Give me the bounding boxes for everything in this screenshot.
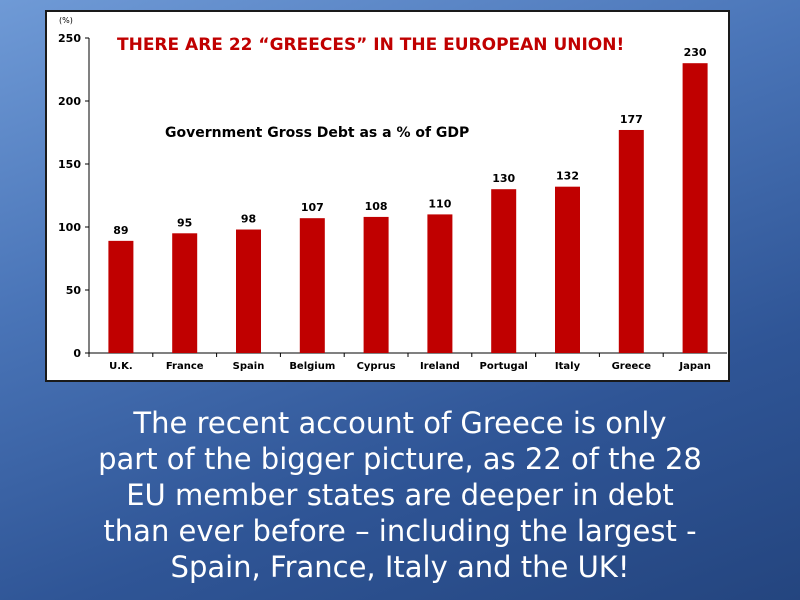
- data-label: 110: [428, 197, 451, 210]
- y-tick-label: 150: [58, 158, 81, 171]
- y-tick-label: 200: [58, 95, 81, 108]
- bar-greece: [618, 129, 644, 353]
- bar-chart: 0 50 100 150 200 250 89 U.K. 95 France 98 Spain 107 B…: [58, 32, 727, 372]
- bar-italy: [555, 186, 580, 353]
- chart-subtitle: Government Gross Debt as a % of GDP: [165, 125, 470, 141]
- x-tick-label: Spain: [233, 361, 265, 372]
- bar-spain: [236, 229, 261, 353]
- x-tick-label: France: [166, 361, 204, 372]
- caption-line: EU member states are deeper in debt: [126, 478, 674, 512]
- y-tick-label: 50: [66, 284, 82, 297]
- bar-uk: [108, 240, 134, 353]
- x-tick-label: Belgium: [289, 361, 335, 372]
- data-label: 132: [556, 170, 579, 183]
- bar-ireland: [427, 214, 453, 353]
- bar-japan: [682, 63, 708, 353]
- data-label: 98: [241, 213, 256, 226]
- bar-belgium: [299, 218, 325, 353]
- bar-cyprus: [363, 216, 389, 353]
- x-tick-label: Portugal: [480, 361, 528, 372]
- chart-title: THERE ARE 22 “GREECES” IN THE EUROPEAN U…: [117, 35, 625, 55]
- x-tick-label: Italy: [555, 361, 581, 372]
- data-label: 130: [492, 172, 515, 185]
- data-label: 230: [684, 46, 707, 59]
- slide-caption: The recent account of Greece is only par…: [40, 405, 760, 585]
- x-tick-label: U.K.: [109, 361, 132, 372]
- bar-portugal: [491, 189, 517, 353]
- caption-line: Spain, France, Italy and the UK!: [170, 550, 630, 584]
- data-label: 107: [301, 201, 324, 214]
- data-label: 108: [365, 200, 388, 213]
- caption-line: than ever before – including the largest…: [103, 514, 697, 548]
- x-tick-label: Cyprus: [357, 361, 396, 372]
- x-tick-label: Japan: [678, 361, 711, 372]
- y-tick-label: 0: [73, 347, 81, 360]
- y-tick-label: 100: [58, 221, 81, 234]
- caption-line: part of the bigger picture, as 22 of the…: [98, 442, 702, 476]
- caption-line: The recent account of Greece is only: [133, 406, 667, 440]
- bar-france: [172, 233, 198, 353]
- chart-panel: 0 50 100 150 200 250 89 U.K. 95 France 98 Spain 107 B…: [45, 10, 730, 382]
- x-tick-label: Greece: [612, 361, 652, 372]
- x-tick-label: Ireland: [420, 361, 460, 372]
- y-tick-label: 250: [58, 32, 81, 45]
- data-label: 95: [177, 216, 192, 229]
- y-axis-unit-label: (%): [59, 16, 73, 25]
- data-label: 177: [620, 113, 643, 126]
- data-label: 89: [113, 224, 128, 237]
